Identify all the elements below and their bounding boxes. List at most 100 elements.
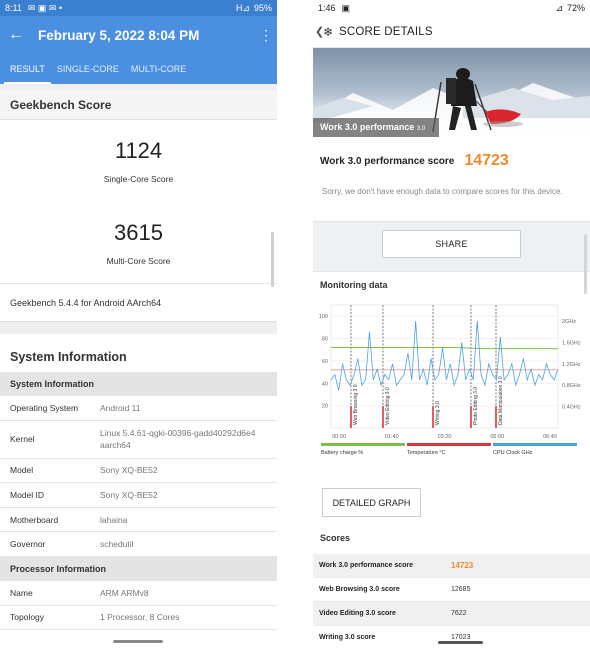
geekbench-score-header: Geekbench Score [0,90,277,120]
info-row-governor: Governor schedutil [0,532,277,557]
x-tick-label: 00:00 [332,434,346,440]
scores-table: Work 3.0 performance score 14723 Web Brow… [313,554,590,648]
info-value: 1 Processor, 8 Cores [100,612,180,623]
info-value: Sony XQ-BE52 [100,489,158,500]
status-bar: 8:11 ✉ ▣ ✉ • H⊿ 95% [0,0,277,16]
performance-score-label: Work 3.0 performance score [320,155,455,167]
score-name: Video Editing 3.0 score [319,610,396,617]
score-name: Writing 3.0 score [319,634,376,641]
multi-core-label: Multi-Core Score [106,256,171,266]
score-name: Web Browsing 3.0 score [319,586,400,593]
back-arrow-icon[interactable]: ← [8,26,24,43]
legend-swatch [407,443,491,446]
info-value: Android 11 [100,402,141,413]
header: ❮ ❄ SCORE DETAILS [313,16,590,48]
x-tick-label: 06:40 [543,434,557,440]
info-key: Model [10,465,34,476]
y-left-tick-label: 60 [322,359,328,365]
cpu-clock-series-line [330,321,559,391]
home-indicator[interactable] [438,641,483,644]
x-tick-label: 01:40 [385,434,399,440]
table-row: Work 3.0 performance score 14723 [313,554,590,578]
segment-label: Writing 3.0 [435,401,441,425]
y-right-tick-label: 0.8GHz [562,383,581,389]
tab-single-core[interactable]: SINGLE-CORE [56,64,119,74]
info-row-model-id: Model ID Sony XQ-BE52 [0,483,277,508]
segment-label: Photo Editing 3.0 [473,387,479,425]
legend-label: Battery charge % [321,450,363,456]
signal-icon: H⊿ [235,2,250,13]
info-row-topology: Topology 1 Processor, 8 Cores [0,606,277,631]
tab-multi-core[interactable]: MULTI-CORE [130,64,187,74]
info-key: Topology [10,612,45,623]
info-key: Motherboard [10,514,59,525]
info-row-motherboard: Motherboard lahaina [0,508,277,533]
y-left-tick-label: 80 [322,337,328,343]
notification-icons: ✉ ▣ ✉ • [27,2,63,13]
battery-series-line [331,346,558,350]
system-info-subheader: System Information [0,372,277,396]
info-key: Model ID [10,489,45,500]
table-row: Web Browsing 3.0 score 12685 [313,578,590,602]
segment-label: Data Manipulation 3.0 [498,376,504,425]
info-key: Kernel [10,434,35,445]
info-value: Linux 5.4.61-qgki-00396-gadd40292d6e4 aa… [100,428,256,451]
pcmark-screen: 1:46 ▣ ⊿ 72% ❮ ❄ SCORE DETAILS Work 3.0 … [313,0,590,648]
info-key: Operating System [10,402,79,413]
y-left-tick-label: 100 [319,314,328,320]
detailed-graph-button[interactable]: DETAILED GRAPH [322,488,421,517]
multi-core-score: 3615 [114,220,163,245]
legend-label: Temperature °C [407,450,446,456]
segment-label: Web Browsing 3.0 [353,384,359,425]
score-name: Work 3.0 performance score [319,562,414,569]
battery-level: 72% [566,3,585,13]
monitoring-title: Monitoring data [313,271,590,293]
scrollbar[interactable] [584,234,587,294]
home-indicator[interactable] [113,640,163,643]
app-bar: ← February 5, 2022 8:04 PM ⋮ [0,16,277,54]
y-right-tick-label: 1.6GHz [562,340,581,346]
info-row-kernel: Kernel Linux 5.4.61-qgki-00396-gadd40292d… [0,421,277,459]
monitoring-chart-svg: 100 80 60 40 20 2GHz 1.6GHz 1.2GHz 0.8GHz 0.4GHz 0… [319,304,581,456]
info-key: Governor [10,539,46,550]
share-area: SHARE [313,221,590,271]
info-row-model: Model Sony XQ-BE52 [0,459,277,484]
battery-level: 95% [253,3,272,13]
info-row-os: Operating System Android 11 [0,396,277,421]
score-card: 1124 Single-Core Score 3615 Multi-Core S… [0,120,277,284]
info-key: Name [10,587,33,598]
geekbench-version: Geekbench 5.4.4 for Android AArch64 [0,284,277,322]
legend-swatch [493,443,577,446]
tab-result[interactable]: RESULT [4,54,51,84]
single-core-score: 1124 [114,138,163,163]
table-row: Video Editing 3.0 score 7622 [313,602,590,626]
score-value: 17023 [451,634,471,641]
legend-swatch [321,443,405,446]
score-value: 7622 [451,610,467,617]
y-left-tick-label: 40 [322,381,328,387]
table-row: Writing 3.0 score 17023 [313,626,590,648]
info-value: ARM ARMv8 [100,587,149,598]
processor-info-subheader: Processor Information [0,556,277,581]
share-button[interactable]: SHARE [382,230,521,258]
notification-icons: ▣ [341,2,351,13]
back-chevron-icon[interactable]: ❮ [315,26,325,38]
y-left-tick-label: 20 [322,404,328,410]
status-bar: 1:46 ▣ ⊿ 72% [313,0,590,16]
more-options-icon[interactable]: ⋮ [259,26,273,43]
info-value: Sony XQ-BE52 [100,465,158,476]
x-tick-label: 03:20 [438,434,452,440]
y-right-tick-label: 1.2GHz [562,362,581,368]
monitoring-chart: 100 80 60 40 20 2GHz 1.6GHz 1.2GHz 0.8GHz 0.4GHz 0… [313,293,590,468]
scrollbar[interactable] [271,232,274,287]
status-time: 8:11 [5,3,22,13]
geekbench-screen: 8:11 ✉ ▣ ✉ • H⊿ 95% ← February 5, 2022 8… [0,0,277,648]
y-right-tick-label: 0.4GHz [562,405,581,411]
processor-info-list: Name ARM ARMv8 Topology 1 Processor, 8 Cor… [0,581,277,631]
info-row-name: Name ARM ARMv8 [0,581,277,606]
performance-score-value: 14723 [464,152,509,169]
score-value: 14723 [451,561,474,570]
legend-label: CPU Clock GHz [493,450,533,456]
scores-title: Scores [320,533,351,543]
banner-caption: Work 3.0 performance 3.0 [313,118,439,137]
